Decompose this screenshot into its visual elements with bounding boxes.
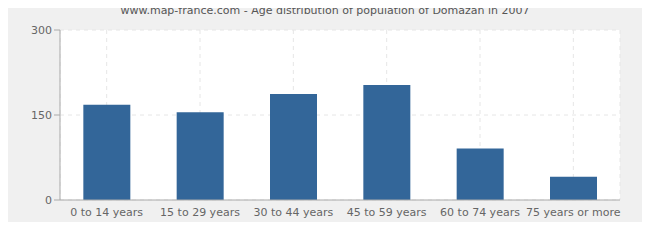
svg-text:15 to 29 years: 15 to 29 years xyxy=(160,206,240,219)
svg-text:75 years or more: 75 years or more xyxy=(526,206,621,219)
svg-text:30 to 44 years: 30 to 44 years xyxy=(253,206,333,219)
svg-text:45 to 59 years: 45 to 59 years xyxy=(347,206,427,219)
svg-text:0 to 14 years: 0 to 14 years xyxy=(70,206,143,219)
html-text:www.map-france.com - Age distr: www.map-france.com - Age distribution of… xyxy=(120,4,530,17)
svg-text:0: 0 xyxy=(45,194,52,207)
svg-text:300: 300 xyxy=(31,24,52,37)
svg-text:60 to 74 years: 60 to 74 years xyxy=(440,206,520,219)
svg-text:150: 150 xyxy=(31,109,52,122)
